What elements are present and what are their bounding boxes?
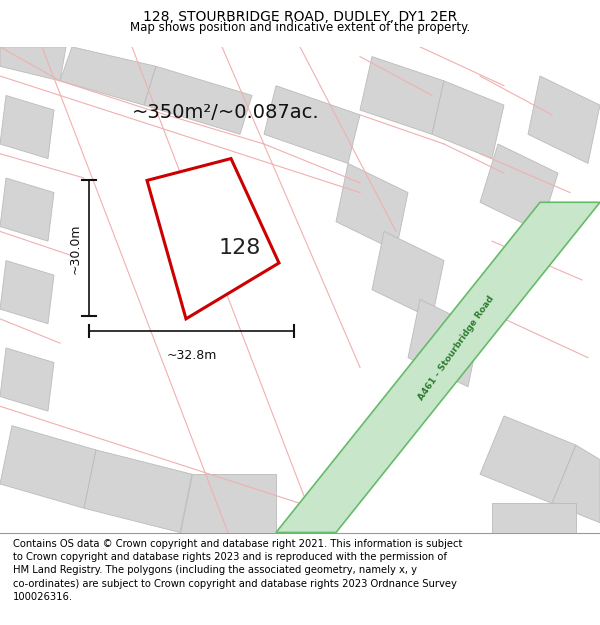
Polygon shape (360, 57, 444, 134)
Text: ~30.0m: ~30.0m (69, 223, 82, 274)
Polygon shape (276, 202, 600, 532)
Polygon shape (480, 416, 576, 503)
Text: 128: 128 (219, 238, 261, 258)
Polygon shape (0, 348, 54, 411)
Polygon shape (0, 426, 96, 508)
Polygon shape (60, 47, 156, 105)
Text: Contains OS data © Crown copyright and database right 2021. This information is : Contains OS data © Crown copyright and d… (13, 539, 463, 602)
Polygon shape (372, 231, 444, 319)
Polygon shape (180, 474, 276, 532)
Polygon shape (0, 47, 66, 81)
Polygon shape (492, 503, 576, 532)
Polygon shape (147, 159, 279, 319)
Text: ~350m²/~0.087ac.: ~350m²/~0.087ac. (132, 103, 320, 122)
Polygon shape (84, 450, 192, 532)
Polygon shape (552, 445, 600, 522)
Polygon shape (336, 163, 408, 251)
Polygon shape (144, 66, 252, 134)
Polygon shape (528, 76, 600, 163)
Polygon shape (480, 144, 558, 231)
Text: A461 - Stourbridge Road: A461 - Stourbridge Road (416, 294, 496, 402)
Polygon shape (0, 178, 54, 241)
Text: Map shows position and indicative extent of the property.: Map shows position and indicative extent… (130, 21, 470, 34)
Polygon shape (408, 299, 480, 387)
Text: ~32.8m: ~32.8m (166, 349, 217, 362)
Polygon shape (0, 261, 54, 324)
Polygon shape (264, 86, 360, 163)
Polygon shape (0, 96, 54, 159)
Text: 128, STOURBRIDGE ROAD, DUDLEY, DY1 2ER: 128, STOURBRIDGE ROAD, DUDLEY, DY1 2ER (143, 10, 457, 24)
Polygon shape (432, 81, 504, 159)
